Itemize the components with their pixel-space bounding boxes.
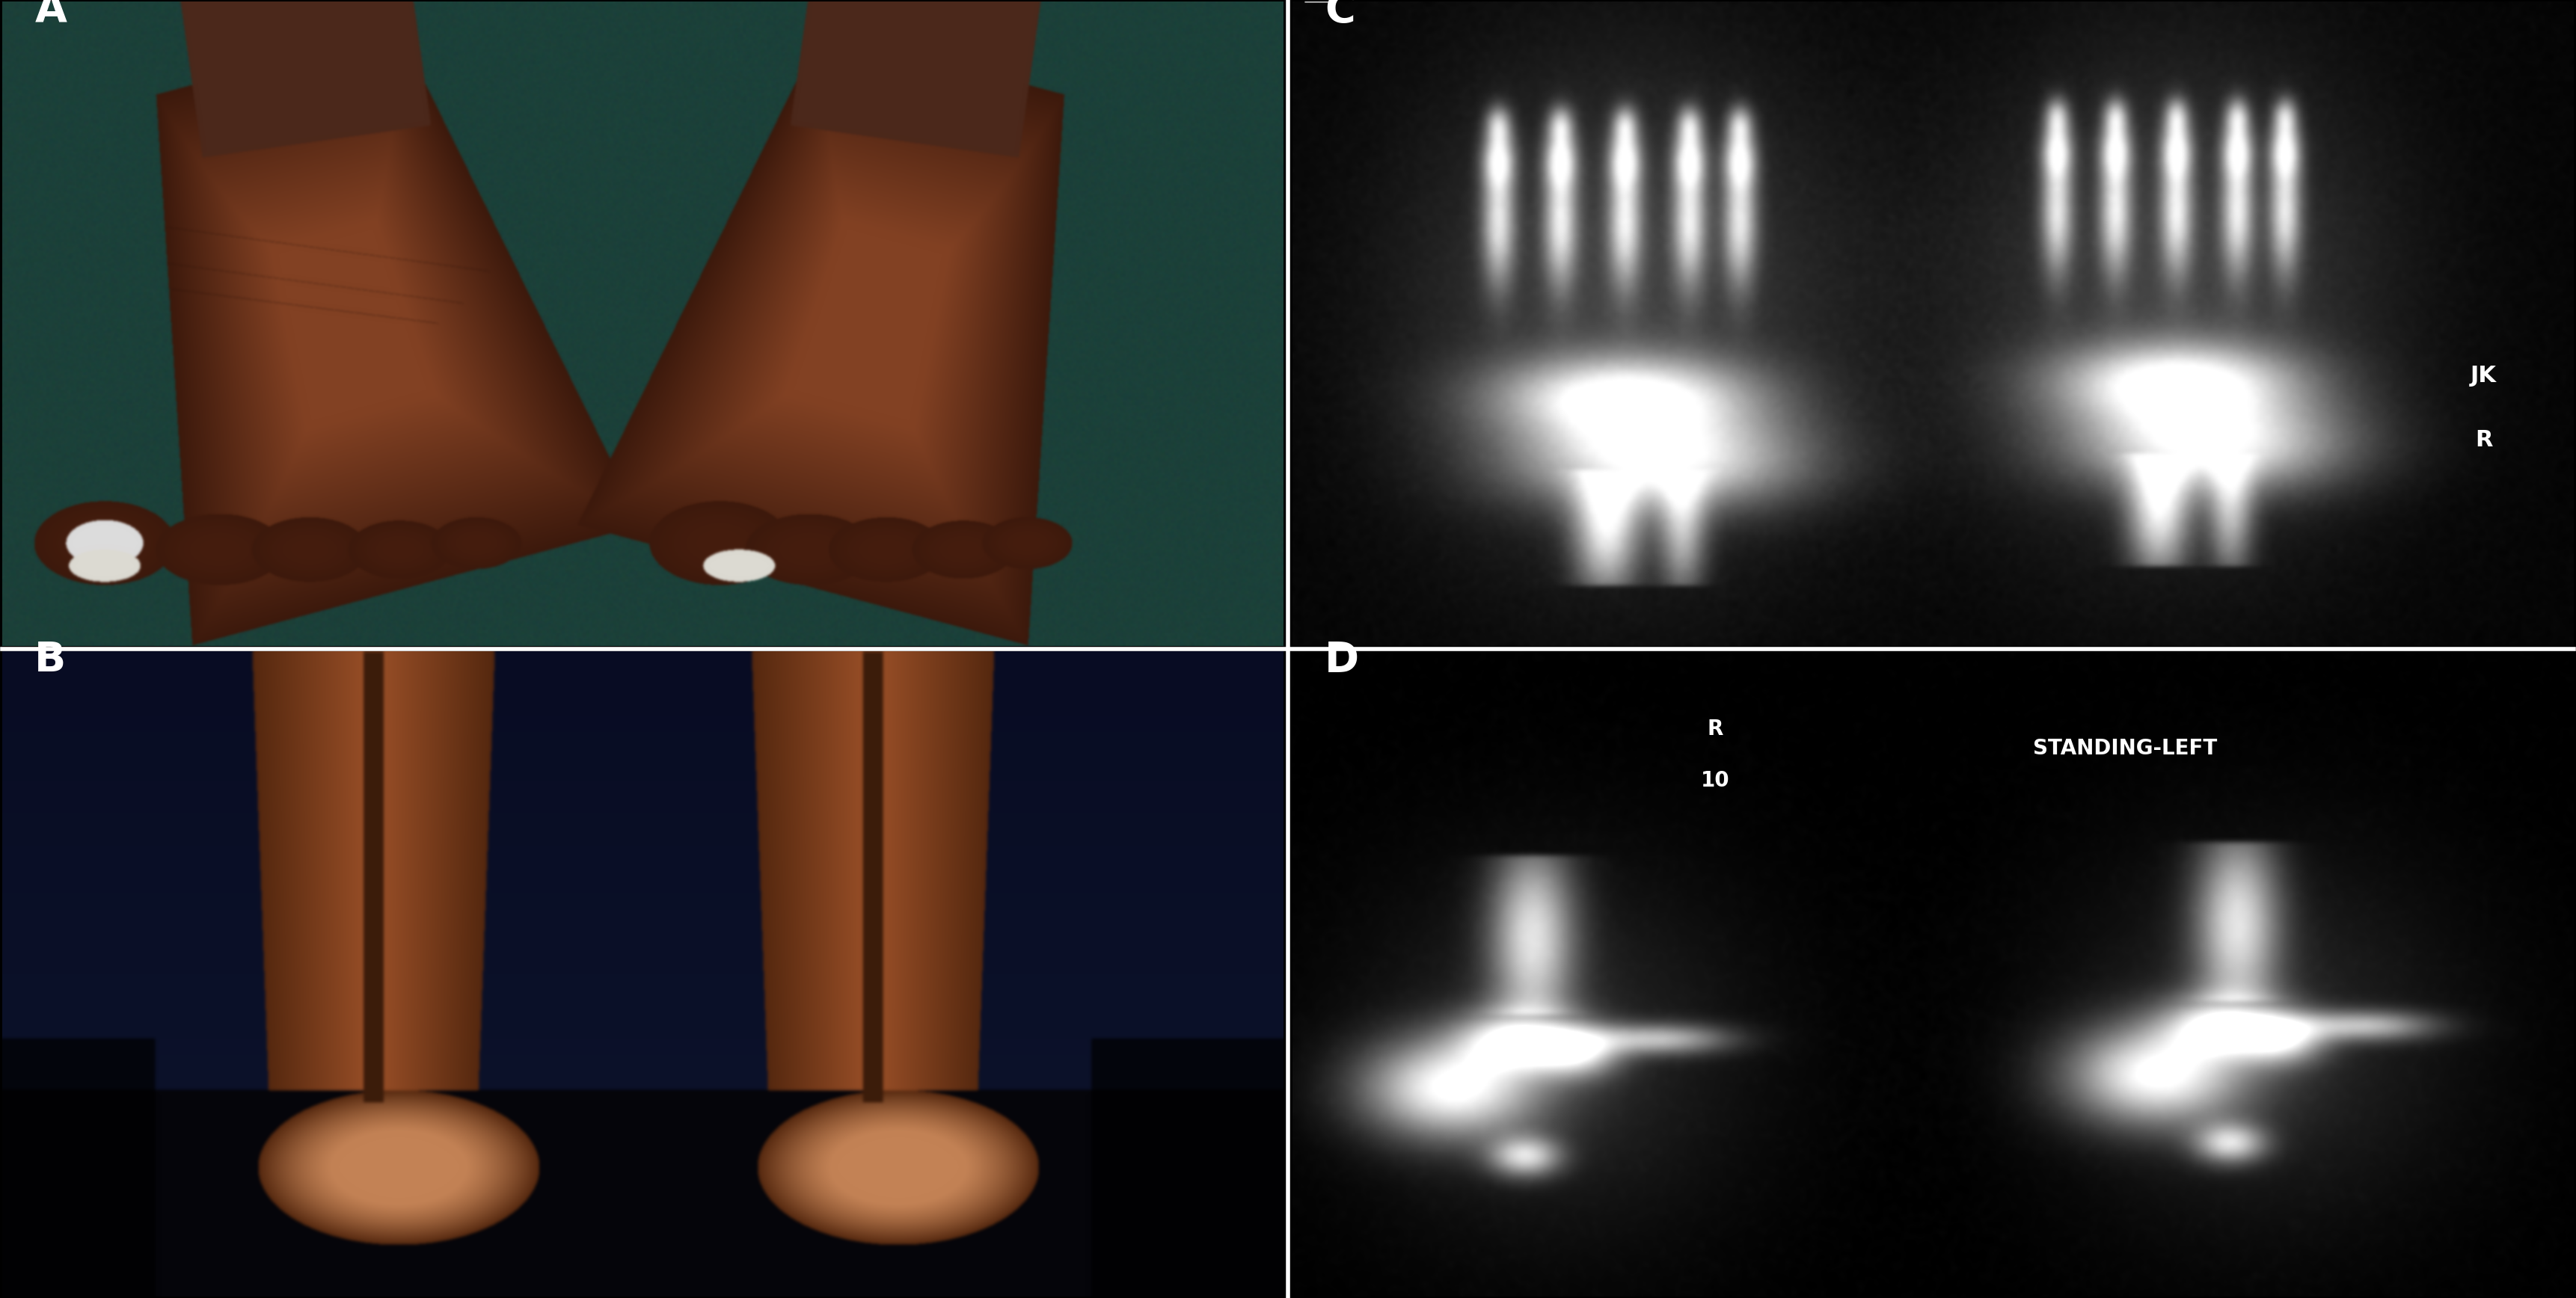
Text: R: R [1708, 718, 1723, 739]
Text: R: R [2476, 430, 2494, 450]
Text: B: B [33, 640, 67, 680]
Text: A: A [33, 0, 67, 30]
Text: STANDING-LEFT: STANDING-LEFT [2032, 737, 2218, 758]
Text: 10: 10 [1700, 770, 1728, 790]
Text: D: D [1324, 640, 1360, 680]
Text: C: C [1324, 0, 1355, 30]
Text: JK: JK [2470, 365, 2496, 387]
